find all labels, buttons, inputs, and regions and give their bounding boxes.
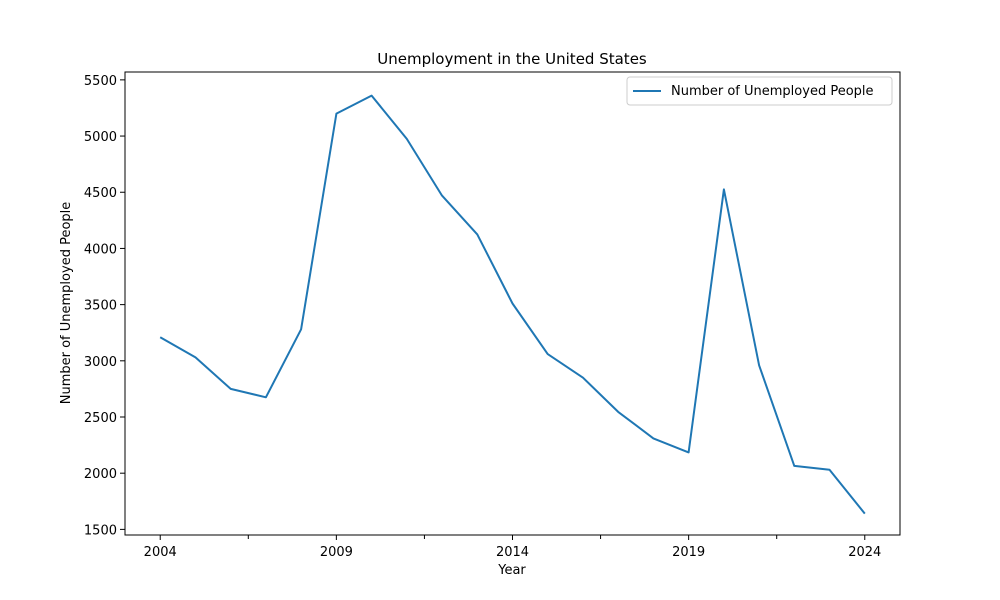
data-point — [335, 113, 337, 115]
data-point — [441, 195, 443, 197]
chart-title: Unemployment in the United States — [377, 50, 647, 68]
data-point — [582, 377, 584, 379]
x-tick-label: 2014 — [496, 545, 529, 560]
data-point — [371, 95, 373, 97]
data-point — [864, 513, 866, 515]
legend-box — [626, 76, 893, 106]
x-tick-label: 2004 — [144, 545, 177, 560]
data-point — [829, 469, 831, 471]
legend: Number of Unemployed People — [626, 76, 893, 106]
plot-frame — [124, 71, 901, 536]
data-point — [652, 437, 654, 439]
x-tick-label: 2024 — [848, 545, 881, 560]
y-tick-label: 2000 — [84, 467, 117, 482]
data-point — [723, 188, 725, 190]
series-line — [159, 94, 866, 515]
data-point — [194, 356, 196, 358]
data-point — [406, 138, 408, 140]
legend-label: Number of Unemployed People — [671, 84, 874, 99]
y-tick-label: 5000 — [84, 130, 117, 145]
plot-area: 1500 2000 2500 3000 3500 4000 4500 5000 5500 2004… — [84, 71, 901, 560]
y-tick-label: 4000 — [84, 242, 117, 257]
y-tick-label: 4500 — [84, 186, 117, 201]
data-point — [159, 336, 161, 338]
y-tick-label: 1500 — [84, 523, 117, 538]
y-tick-label: 3000 — [84, 355, 117, 370]
y-tick-label: 2500 — [84, 411, 117, 426]
data-point — [512, 303, 514, 305]
data-point — [265, 396, 267, 398]
data-point — [547, 353, 549, 355]
data-point — [617, 411, 619, 413]
data-point — [230, 388, 232, 390]
y-tick-label: 5500 — [84, 74, 117, 89]
x-tick-label: 2009 — [320, 545, 353, 560]
data-point — [476, 233, 478, 235]
data-point — [300, 328, 302, 330]
data-point — [688, 451, 690, 453]
data-point — [758, 364, 760, 366]
y-axis-label: Number of Unemployed People — [59, 202, 74, 405]
x-tick-label: 2019 — [672, 545, 705, 560]
data-point — [793, 465, 795, 467]
y-tick-label: 3500 — [84, 299, 117, 314]
x-axis-label: Year — [497, 563, 526, 578]
